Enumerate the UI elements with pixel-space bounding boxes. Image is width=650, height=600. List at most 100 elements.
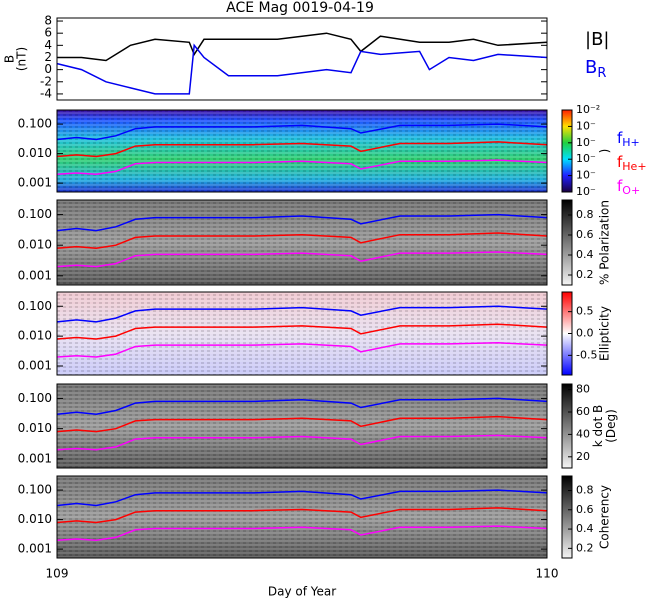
colorbar-tick-label: 0.0: [576, 327, 594, 340]
spectrogram-texture: [57, 384, 547, 468]
series-line: [56, 507, 548, 524]
series-line: [56, 342, 548, 358]
x-tick-label: 110: [536, 567, 559, 581]
colorbar-label: (Deg): [604, 409, 618, 443]
colorbar-tick-label: 10⁻²: [576, 103, 600, 116]
y-tick-label: 0.010: [18, 329, 52, 343]
y-axis-label: (nT): [15, 47, 29, 71]
y-tick-label: 0.100: [18, 391, 52, 405]
colorbar-tick-label: 0.4: [576, 248, 594, 261]
colorbar-label: ): [598, 149, 612, 154]
series-line: [56, 305, 548, 323]
colorbar-label: Ellipticity: [598, 306, 612, 361]
series-line: [56, 525, 548, 541]
y-tick-label: 0.100: [18, 483, 52, 497]
colorbar-tick-label: 0.2: [576, 268, 594, 281]
colorbar-tick-label: 0.5: [576, 305, 594, 318]
series-line: [56, 43, 548, 95]
series-line: [56, 415, 548, 433]
legend-label: BR: [585, 57, 606, 81]
colorbar-tick-label: 60: [576, 405, 590, 418]
legend-label: fH+: [617, 129, 640, 150]
y-axis-label: B: [3, 55, 17, 63]
y-tick-label: 0.010: [18, 421, 52, 435]
plot-frame: [56, 17, 548, 101]
y-tick-label: -4: [40, 86, 52, 100]
colorbar: [561, 109, 573, 193]
colorbar-tick-label: 0.6: [576, 503, 594, 516]
legend-label: fHe+: [617, 153, 647, 174]
plot-frame: [56, 109, 548, 193]
series-line: [56, 159, 548, 175]
series-line: [56, 397, 548, 415]
series-line: [56, 141, 548, 158]
y-tick-label: 0: [44, 62, 52, 76]
plot-frame: [56, 383, 548, 469]
spectrogram-texture: [57, 110, 547, 192]
y-tick-label: 2: [44, 50, 52, 64]
spectrogram-texture: [57, 476, 547, 558]
colorbar-tick-label: 20: [576, 450, 590, 463]
y-tick-label: 0.010: [18, 238, 52, 252]
x-tick-label: 109: [46, 567, 69, 581]
y-tick-label: 0.001: [18, 542, 52, 556]
y-tick-label: 0.001: [18, 176, 52, 190]
legend-subscript: He+: [622, 160, 646, 173]
colorbar-tick-label: 40: [576, 427, 590, 440]
legend-name: f: [617, 177, 623, 195]
colorbar: [561, 475, 573, 559]
y-tick-label: 0.100: [18, 299, 52, 313]
legend-name: |B|: [585, 29, 609, 50]
series-line: [56, 251, 548, 268]
series-line: [56, 323, 548, 340]
colorbar-label: % Polarization: [598, 200, 612, 285]
y-tick-label: 0.100: [18, 207, 52, 221]
colorbar-tick-label: 10⁻: [576, 185, 596, 198]
y-tick-label: 0.100: [18, 117, 52, 131]
series-line: [56, 123, 548, 141]
colorbar-tick-label: 10⁻: [576, 169, 596, 182]
legend-subscript: H+: [622, 136, 640, 149]
legend-subscript: O+: [622, 184, 640, 197]
colorbar: [561, 383, 573, 469]
y-tick-label: 0.001: [18, 268, 52, 282]
y-tick-label: -2: [40, 74, 52, 88]
series-line: [56, 489, 548, 507]
y-tick-label: 0.010: [18, 512, 52, 526]
x-axis-label: Day of Year: [268, 585, 336, 599]
colorbar-tick-label: -0.5: [576, 348, 597, 361]
series-line: [57, 32, 548, 62]
y-tick-label: 6: [44, 26, 52, 40]
y-tick-label: 0.001: [18, 359, 52, 373]
legend-name: f: [617, 129, 623, 147]
colorbar-tick-label: 80: [576, 383, 590, 396]
series-line: [56, 434, 548, 451]
series-line: [56, 232, 548, 249]
y-tick-label: 0.001: [18, 451, 52, 465]
legend-label: |B|: [585, 29, 609, 50]
colorbar: [561, 199, 573, 286]
series-line: [56, 213, 548, 232]
colorbar-tick-label: 10⁻: [576, 119, 596, 132]
y-tick-label: 8: [44, 14, 52, 28]
colorbar-tick-label: 0.6: [576, 228, 594, 241]
colorbar-tick-label: 0.2: [576, 541, 594, 554]
legend-subscript: R: [597, 66, 606, 81]
spectrogram-texture: [57, 292, 547, 375]
legend-name: B: [585, 57, 597, 78]
chart-title: ACE Mag 0019-04-19: [226, 0, 374, 16]
legend-label: fO+: [617, 177, 640, 198]
legend-name: f: [617, 153, 623, 171]
colorbar-tick-label: 0.8: [576, 208, 594, 221]
colorbar-tick-label: 0.4: [576, 522, 594, 535]
y-tick-label: 4: [44, 38, 52, 52]
colorbar-tick-label: 0.8: [576, 483, 594, 496]
y-tick-label: 0.010: [18, 146, 52, 160]
colorbar-label: k dot B: [591, 405, 605, 447]
plot-frame: [56, 199, 548, 286]
colorbar-label: Coherency: [598, 485, 612, 549]
colorbar-tick-label: 10⁻: [576, 136, 596, 149]
plot-frame: [56, 291, 548, 376]
plot-frame: [56, 475, 548, 559]
